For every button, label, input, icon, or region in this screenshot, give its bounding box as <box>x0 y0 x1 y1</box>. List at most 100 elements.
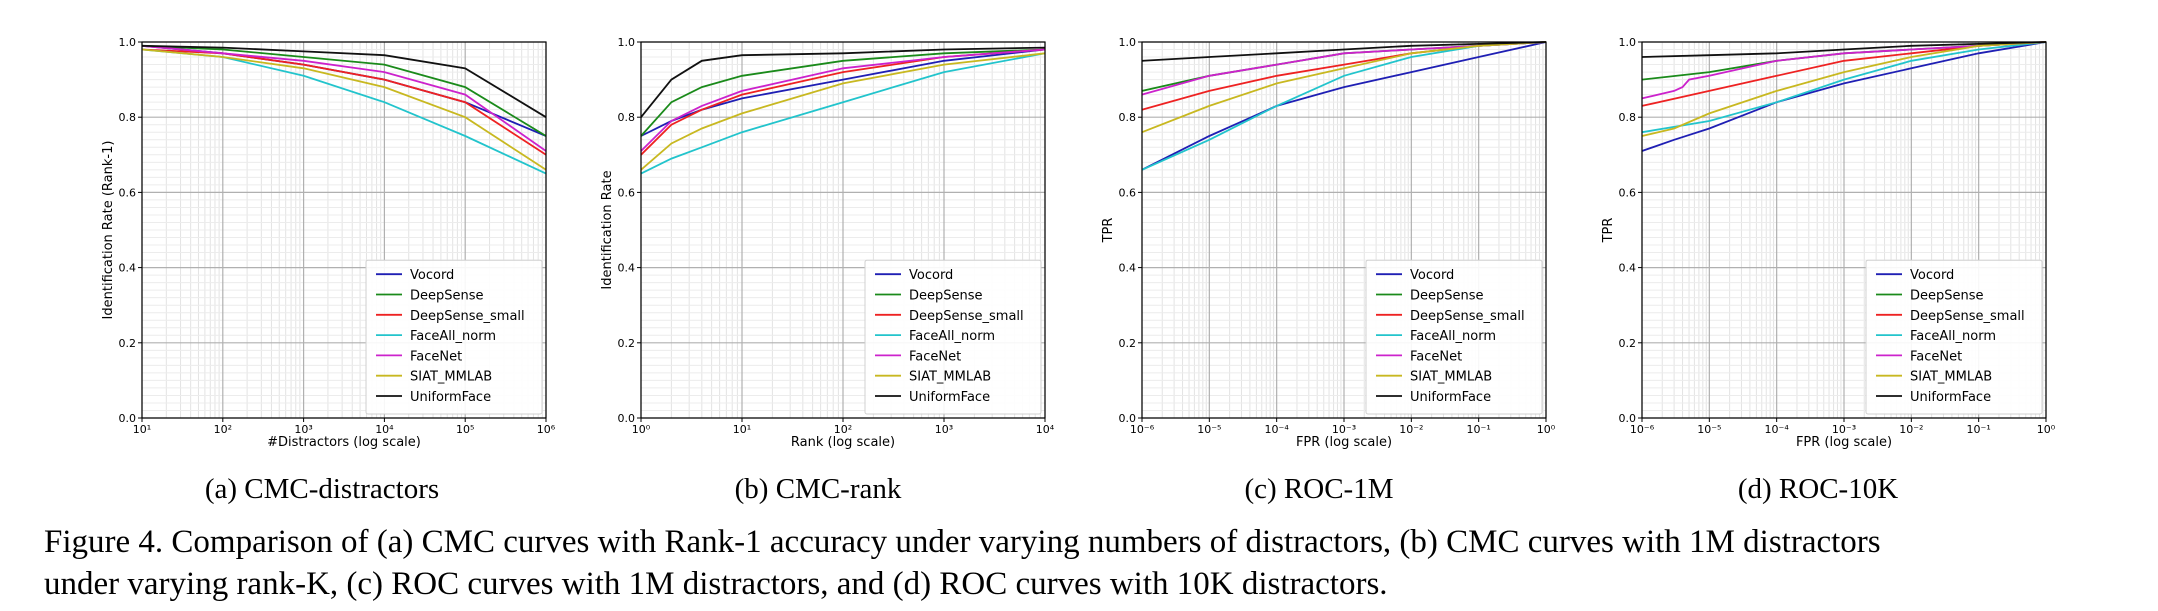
tick-labels: 10⁻⁶ 10⁻⁵ 10⁻⁴ 10⁻³ 10⁻² 10⁻¹ 10⁰ 0.0 0.2 0.4 0.6 0… <box>1119 36 1556 436</box>
series-line <box>1641 41 2047 152</box>
y-tick-label: 1.0 <box>1619 36 1637 49</box>
y-tick-label: 0.0 <box>119 412 137 425</box>
subcaption: (d) ROC-10K <box>1738 473 1898 505</box>
y-tick-label: 0.4 <box>1119 262 1137 275</box>
figure-caption-line-2: under varying rank-K, (c) ROC curves wit… <box>44 566 1388 602</box>
x-tick-label: 10⁻⁵ <box>1697 423 1721 436</box>
y-tick-label: 0.2 <box>1119 337 1137 350</box>
chart-panel-4: 10⁻⁶ 10⁻⁵ 10⁻⁴ 10⁻³ 10⁻² 10⁻¹ 10⁰ 0.0 0.2 0.4 0.6 0… <box>1601 36 2056 505</box>
legend: Vocord DeepSense DeepSense_small FaceAll_no… <box>1365 259 1543 415</box>
x-tick-label: 10⁶ <box>537 423 556 436</box>
x-tick-label: 10² <box>214 423 232 436</box>
x-tick-label: 10⁰ <box>2037 423 2056 436</box>
legend-label: DeepSense_small <box>410 309 525 324</box>
legend-label: FaceAll_norm <box>1410 329 1496 344</box>
series-line <box>1141 41 1547 62</box>
y-tick-label: 1.0 <box>1119 36 1137 49</box>
legend-box <box>1865 259 2043 415</box>
y-tick-label: 0.4 <box>1619 262 1637 275</box>
y-tick-label: 0.6 <box>119 186 137 199</box>
y-tick-label: 0.6 <box>618 186 636 199</box>
series-line <box>1141 41 1547 134</box>
tick-labels: 10⁰ 10¹ 10² 10³ 10⁴ 0.0 0.2 0.4 0.6 0.8 1.0 <box>618 36 1055 436</box>
y-tick-label: 1.0 <box>618 36 636 49</box>
x-tick-label: 10⁻⁵ <box>1197 423 1221 436</box>
y-tick-label: 0.2 <box>1619 337 1637 350</box>
x-tick-label: 10⁻⁶ <box>1630 423 1655 436</box>
legend-label: Vocord <box>909 268 953 283</box>
legend-label: DeepSense <box>1910 289 1984 304</box>
legend-label: DeepSense <box>410 289 484 304</box>
legend-label: FaceNet <box>1410 349 1462 364</box>
y-axis-label: Identification Rate <box>600 170 615 289</box>
legend-label: Vocord <box>1910 268 1954 283</box>
y-tick-label: 0.8 <box>1619 111 1637 124</box>
subcaption: (b) CMC-rank <box>735 473 902 505</box>
series-line <box>141 44 547 137</box>
legend-label: DeepSense <box>909 289 983 304</box>
legend-label: FaceNet <box>1910 349 1962 364</box>
chart-panel-3: 10⁻⁶ 10⁻⁵ 10⁻⁴ 10⁻³ 10⁻² 10⁻¹ 10⁰ 0.0 0.2 0.4 0.6 0… <box>1101 36 1556 505</box>
x-tick-label: 10⁴ <box>1036 423 1055 436</box>
legend-label: DeepSense_small <box>909 309 1024 324</box>
x-tick-label: 10¹ <box>733 423 751 436</box>
series-line <box>141 44 547 152</box>
series-line <box>640 48 1046 152</box>
series-line <box>1641 41 2047 134</box>
y-tick-label: 0.4 <box>119 262 137 275</box>
legend: Vocord DeepSense DeepSense_small FaceAll_no… <box>864 259 1042 415</box>
x-tick-label: 10⁻¹ <box>1967 423 1991 436</box>
legend-label: UniformFace <box>1910 390 1991 405</box>
legend-label: SIAT_MMLAB <box>1910 370 1992 385</box>
legend-label: UniformFace <box>410 390 491 405</box>
series-line <box>640 48 1046 137</box>
x-axis-label: Rank (log scale) <box>791 435 895 450</box>
chart-panel-2: 10⁰ 10¹ 10² 10³ 10⁴ 0.0 0.2 0.4 0.6 0.8 1.0 Rank (l… <box>600 36 1055 505</box>
y-tick-label: 0.0 <box>1619 412 1637 425</box>
y-axis-label: TPR <box>1101 218 1116 244</box>
series-line <box>1641 41 2047 58</box>
legend-label: DeepSense_small <box>1910 309 2025 324</box>
series-group <box>1141 41 1547 171</box>
y-tick-label: 0.8 <box>119 111 137 124</box>
chart-panels: 10¹ 10² 10³ 10⁴ 10⁵ 10⁶ 0.0 0.2 0.4 0.6 0.8 1.0 #Dis… <box>101 36 2056 505</box>
legend-label: FaceNet <box>909 349 961 364</box>
x-tick-label: 10⁻² <box>1399 423 1423 436</box>
y-tick-label: 0.8 <box>618 111 636 124</box>
y-tick-label: 0.2 <box>119 337 137 350</box>
y-axis-label: Identification Rate (Rank-1) <box>101 141 116 320</box>
series-group <box>640 46 1046 175</box>
y-tick-label: 0.0 <box>1119 412 1137 425</box>
y-tick-label: 0.0 <box>618 412 636 425</box>
legend-label: UniformFace <box>1410 390 1491 405</box>
x-tick-label: 10⁴ <box>375 423 394 436</box>
x-tick-label: 10³ <box>935 423 953 436</box>
series-line <box>640 46 1046 118</box>
legend-label: FaceAll_norm <box>1910 329 1996 344</box>
series-line <box>1641 41 2047 100</box>
x-tick-label: 10⁻⁶ <box>1130 423 1155 436</box>
x-tick-label: 10⁻³ <box>1832 423 1856 436</box>
series-group <box>1641 41 2047 152</box>
series-line <box>141 48 547 171</box>
y-tick-label: 0.8 <box>1119 111 1137 124</box>
x-axis-label: FPR (log scale) <box>1296 435 1392 450</box>
legend-box <box>365 259 543 415</box>
y-axis-label: TPR <box>1601 218 1616 244</box>
legend-label: DeepSense_small <box>1410 309 1525 324</box>
x-tick-label: 10⁻¹ <box>1467 423 1491 436</box>
legend-label: SIAT_MMLAB <box>909 370 991 385</box>
legend-box <box>1365 259 1543 415</box>
chart-panel-1: 10¹ 10² 10³ 10⁴ 10⁵ 10⁶ 0.0 0.2 0.4 0.6 0.8 1.0 #Dis… <box>101 36 556 505</box>
y-tick-label: 0.2 <box>618 337 636 350</box>
legend-label: Vocord <box>410 268 454 283</box>
x-tick-label: 10¹ <box>133 423 151 436</box>
legend: Vocord DeepSense DeepSense_small FaceAll_no… <box>1865 259 2043 415</box>
tick-labels: 10⁻⁶ 10⁻⁵ 10⁻⁴ 10⁻³ 10⁻² 10⁻¹ 10⁰ 0.0 0.2 0.4 0.6 0… <box>1619 36 2056 436</box>
series-line <box>1641 41 2047 137</box>
y-tick-label: 0.6 <box>1619 186 1637 199</box>
y-tick-label: 0.6 <box>1119 186 1137 199</box>
series-line <box>640 52 1046 171</box>
